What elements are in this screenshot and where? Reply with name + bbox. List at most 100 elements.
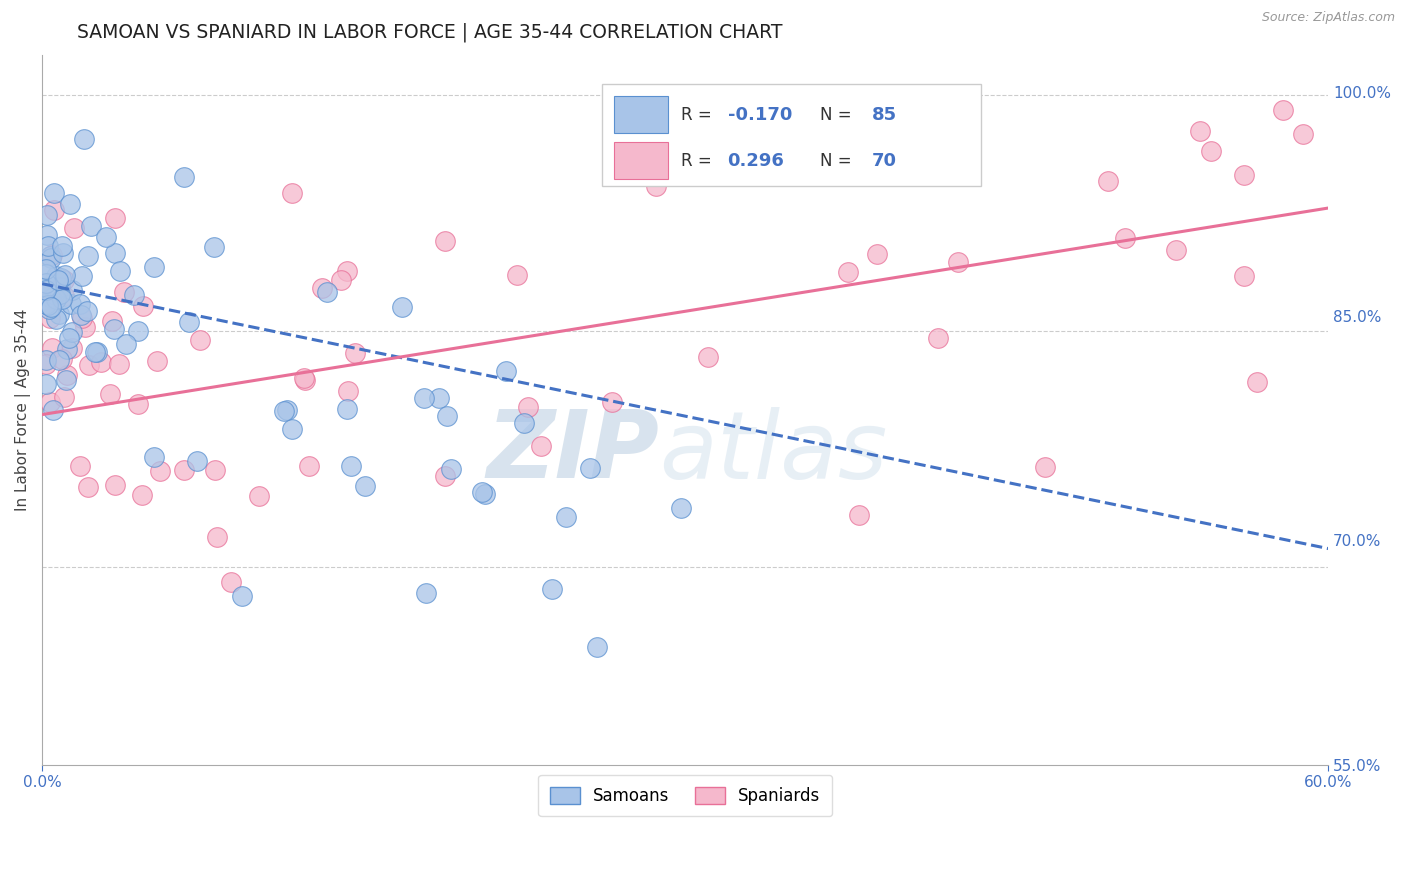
Point — [77, 480, 100, 494]
Point — [1164, 244, 1187, 258]
Point — [35, 261, 58, 276]
Point — [671, 501, 693, 516]
Point — [495, 364, 517, 378]
Point — [330, 273, 353, 287]
Point — [297, 458, 319, 473]
Point — [51, 352, 73, 367]
Point — [149, 464, 172, 478]
Point — [132, 299, 155, 313]
Point — [44, 202, 66, 217]
Point — [644, 178, 666, 193]
Point — [391, 300, 413, 314]
Point — [186, 454, 208, 468]
Point — [513, 416, 536, 430]
Point — [353, 478, 375, 492]
Point — [44, 288, 66, 302]
Point — [60, 283, 83, 297]
Point — [41, 341, 63, 355]
Point — [205, 530, 228, 544]
Point — [579, 461, 602, 475]
Point — [696, 350, 718, 364]
Point — [340, 459, 363, 474]
Point — [38, 310, 60, 325]
FancyBboxPatch shape — [614, 143, 668, 179]
Point — [76, 304, 98, 318]
Point — [51, 271, 73, 285]
Point — [42, 186, 65, 201]
Point — [83, 345, 105, 359]
Text: atlas: atlas — [659, 407, 887, 498]
Point — [60, 341, 83, 355]
Point — [48, 353, 70, 368]
Text: R =: R = — [682, 152, 717, 169]
Point — [202, 240, 225, 254]
Point — [412, 392, 434, 406]
Point — [70, 268, 93, 283]
Point — [204, 463, 226, 477]
Y-axis label: In Labor Force | Age 35-44: In Labor Force | Age 35-44 — [15, 309, 31, 511]
Point — [69, 297, 91, 311]
Point — [124, 288, 146, 302]
Point — [433, 234, 456, 248]
Point — [471, 485, 494, 500]
Point — [540, 582, 562, 596]
Point — [505, 268, 527, 282]
Point — [100, 314, 122, 328]
Point — [60, 297, 83, 311]
Point — [336, 263, 359, 277]
Point — [555, 509, 578, 524]
Point — [53, 289, 76, 303]
Point — [1233, 268, 1256, 283]
Point — [177, 315, 200, 329]
Text: N =: N = — [820, 152, 858, 169]
Point — [38, 301, 60, 316]
Point — [1114, 231, 1136, 245]
Point — [247, 488, 270, 502]
Point — [1199, 144, 1222, 158]
Point — [173, 463, 195, 477]
Point — [39, 300, 62, 314]
Point — [90, 355, 112, 369]
Point — [1246, 375, 1268, 389]
Point — [433, 469, 456, 483]
Text: 85: 85 — [872, 106, 897, 124]
Text: ZIP: ZIP — [486, 407, 659, 499]
Point — [1033, 460, 1056, 475]
Point — [49, 279, 72, 293]
Point — [45, 269, 67, 284]
Point — [103, 321, 125, 335]
Point — [1292, 127, 1315, 141]
Point — [39, 252, 62, 266]
FancyBboxPatch shape — [602, 84, 981, 186]
Text: SAMOAN VS SPANIARD IN LABOR FORCE | AGE 35-44 CORRELATION CHART: SAMOAN VS SPANIARD IN LABOR FORCE | AGE … — [77, 22, 783, 42]
Point — [59, 197, 82, 211]
Point — [104, 211, 127, 225]
Point — [1097, 174, 1119, 188]
Point — [52, 245, 75, 260]
Point — [45, 292, 67, 306]
Point — [46, 272, 69, 286]
Point — [474, 487, 496, 501]
FancyBboxPatch shape — [614, 96, 668, 133]
Point — [108, 357, 131, 371]
Point — [35, 267, 58, 281]
Point — [219, 575, 242, 590]
Point — [146, 354, 169, 368]
Point — [273, 403, 295, 417]
Point — [77, 249, 100, 263]
Point — [631, 106, 654, 120]
Point — [516, 400, 538, 414]
Point — [343, 346, 366, 360]
Point — [48, 286, 70, 301]
Point — [35, 296, 58, 310]
Point — [1189, 124, 1212, 138]
Point — [114, 337, 136, 351]
Point — [530, 439, 553, 453]
Point — [73, 132, 96, 146]
Point — [98, 386, 121, 401]
Point — [281, 421, 304, 435]
Point — [142, 450, 165, 464]
Point — [35, 277, 58, 291]
Point — [37, 238, 59, 252]
Point — [436, 409, 458, 424]
